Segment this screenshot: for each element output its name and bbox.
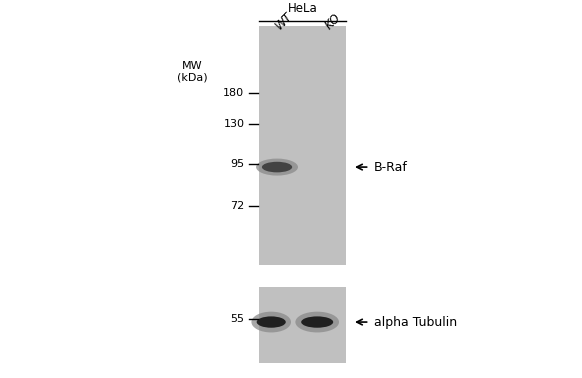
Bar [259,26,346,265]
Ellipse shape [251,311,291,333]
Text: MW
(kDa): MW (kDa) [177,61,207,83]
Text: 130: 130 [223,119,244,129]
Ellipse shape [301,316,333,328]
Bar [259,287,346,363]
Text: HeLa: HeLa [288,2,318,15]
Ellipse shape [295,311,339,333]
Text: 72: 72 [230,201,244,211]
Text: 95: 95 [230,160,244,169]
Text: 55: 55 [230,314,244,324]
Ellipse shape [257,316,286,328]
Text: KO: KO [323,11,344,32]
Ellipse shape [256,159,298,175]
Text: 180: 180 [223,88,244,98]
Text: WT: WT [272,10,295,32]
Ellipse shape [262,162,292,172]
Text: alpha Tubulin: alpha Tubulin [374,316,457,328]
Text: B-Raf: B-Raf [374,161,407,174]
